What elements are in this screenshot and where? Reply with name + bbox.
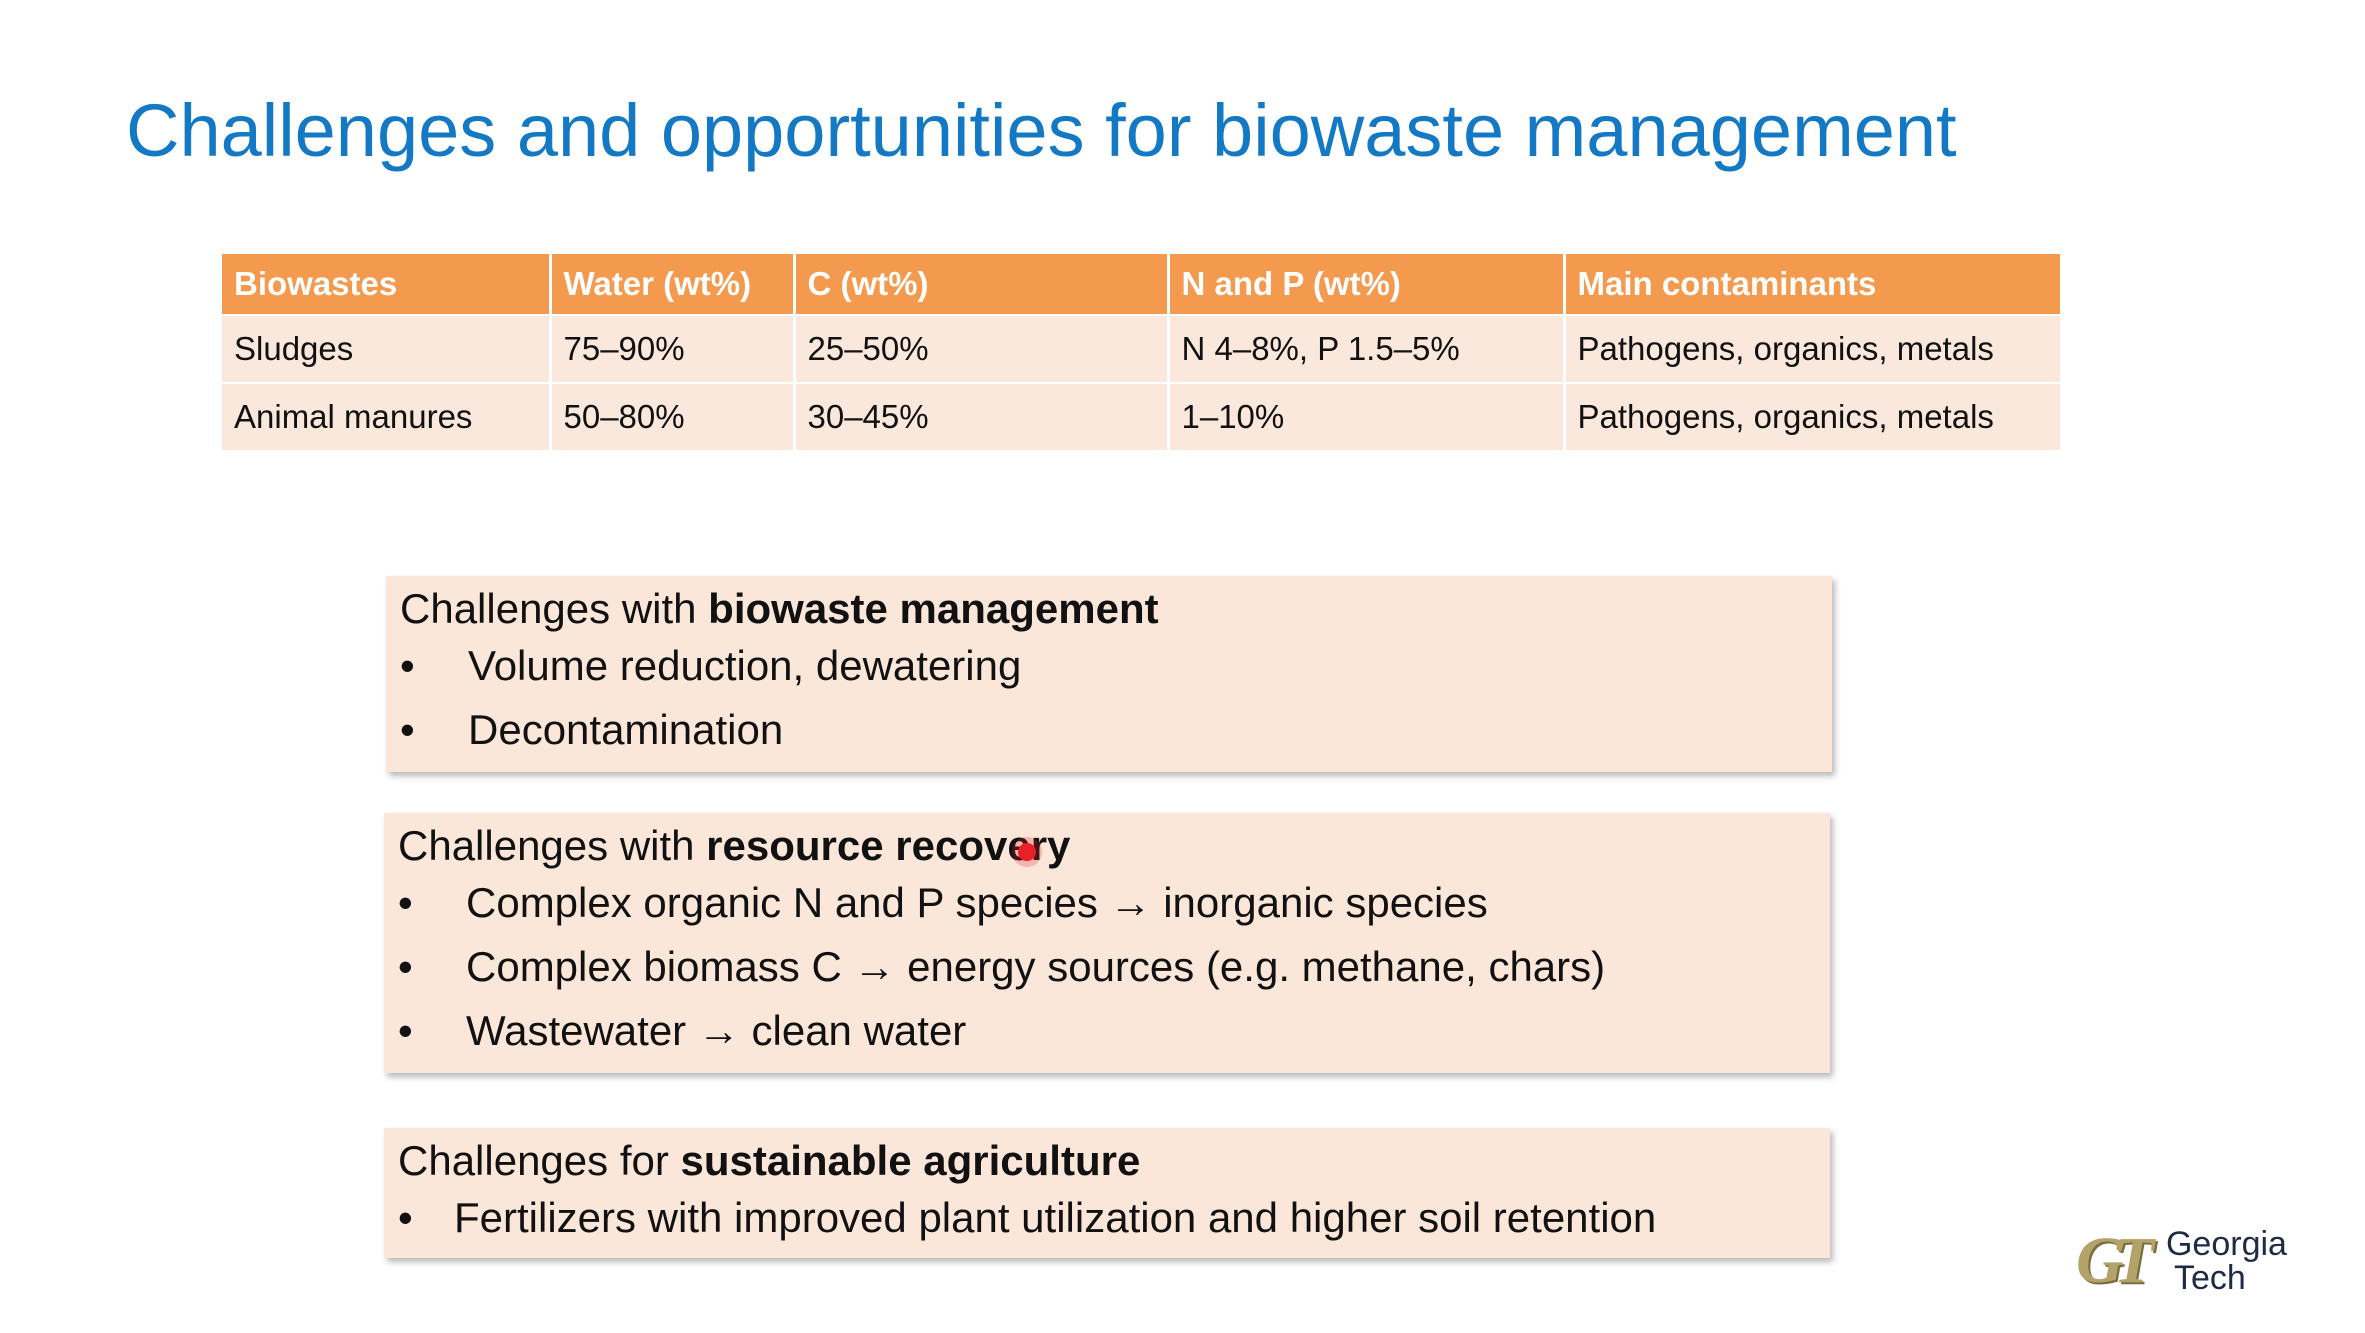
- box-heading-bold: biowaste management: [708, 585, 1159, 632]
- list-item: • Complex organic N and P species → inorg…: [398, 871, 1816, 935]
- table-cell: Pathogens, organics, metals: [1564, 382, 2060, 450]
- laser-pointer-icon: [1018, 843, 1036, 861]
- list-item: • Wastewater → clean water: [398, 999, 1816, 1063]
- bullet-list: • Complex organic N and P species → inorg…: [398, 871, 1816, 1063]
- bullet-icon: •: [398, 879, 413, 926]
- bullet-list: • Volume reduction, dewatering • Decontami…: [400, 634, 1818, 762]
- slide-title: Challenges and opportunities for biowast…: [126, 89, 1957, 172]
- header-water: Water (wt%): [550, 254, 796, 315]
- table-row: Sludges 75–90% 25–50% N 4–8%, P 1.5–5% P…: [222, 314, 2060, 383]
- list-item-text: Wastewater → clean water: [466, 1007, 967, 1054]
- list-item: • Complex biomass C → energy sources (e.g…: [398, 935, 1816, 999]
- box-heading-prefix: Challenges with: [398, 822, 707, 869]
- box-heading-bold: sustainable agriculture: [680, 1137, 1141, 1184]
- table-cell: N 4–8%, P 1.5–5%: [1168, 314, 1566, 383]
- box-heading-bold: resource recovery: [706, 822, 1071, 869]
- resource-recovery-box: Challenges with resource recovery • Compl…: [384, 813, 1830, 1073]
- logo-line-2: Tech: [2173, 1259, 2246, 1297]
- list-item-text: Decontamination: [468, 706, 784, 753]
- table-cell: Pathogens, organics, metals: [1564, 314, 2060, 383]
- biowaste-management-box: Challenges with biowaste management • Vol…: [386, 576, 1832, 772]
- bullet-icon: •: [400, 642, 415, 689]
- table-row: Animal manures 50–80% 30–45% 1–10% Patho…: [222, 382, 2060, 450]
- bullet-icon: •: [400, 706, 415, 753]
- logo-line-1: Georgia: [2165, 1225, 2287, 1263]
- list-item: • Decontamination: [400, 698, 1818, 762]
- table-cell: 75–90%: [550, 314, 796, 383]
- logo-wordmark: Georgia Tech: [2166, 1227, 2287, 1295]
- table-cell: Sludges: [222, 314, 552, 383]
- list-item-text: Volume reduction, dewatering: [468, 642, 1022, 689]
- bullet-icon: •: [398, 943, 413, 990]
- table-header-row: Biowastes Water (wt%) C (wt%) N and P (w…: [222, 254, 2060, 315]
- georgia-tech-logo: GT Georgia Tech: [2076, 1226, 2287, 1296]
- bullet-icon: •: [398, 1007, 413, 1054]
- list-item: • Fertilizers with improved plant utiliza…: [398, 1186, 1816, 1250]
- bullet-icon: •: [398, 1194, 413, 1241]
- header-main-contaminants: Main contaminants: [1564, 254, 2060, 315]
- list-item-text: Fertilizers with improved plant utilizat…: [454, 1194, 1657, 1241]
- box-heading: Challenges for sustainable agriculture: [398, 1136, 1816, 1186]
- box-heading-prefix: Challenges with: [400, 585, 709, 632]
- header-n-and-p: N and P (wt%): [1168, 254, 1566, 315]
- bullet-list: • Fertilizers with improved plant utiliza…: [398, 1186, 1816, 1250]
- box-heading-prefix: Challenges for: [398, 1137, 681, 1184]
- header-biowastes: Biowastes: [222, 254, 552, 315]
- table-cell: 1–10%: [1168, 382, 1566, 450]
- table-cell: 25–50%: [794, 314, 1170, 383]
- table-cell: 30–45%: [794, 382, 1170, 450]
- biowaste-table: Biowastes Water (wt%) C (wt%) N and P (w…: [222, 254, 2060, 450]
- table-cell: Animal manures: [222, 382, 552, 450]
- sustainable-agriculture-box: Challenges for sustainable agriculture •…: [384, 1128, 1830, 1258]
- table-cell: 50–80%: [550, 382, 796, 450]
- header-carbon: C (wt%): [794, 254, 1170, 315]
- list-item-text: Complex organic N and P species → inorga…: [466, 879, 1488, 926]
- gt-monogram-icon: GT: [2076, 1224, 2154, 1297]
- list-item: • Volume reduction, dewatering: [400, 634, 1818, 698]
- box-heading: Challenges with resource recovery: [398, 821, 1816, 871]
- box-heading: Challenges with biowaste management: [400, 584, 1818, 634]
- list-item-text: Complex biomass C → energy sources (e.g.…: [466, 943, 1606, 990]
